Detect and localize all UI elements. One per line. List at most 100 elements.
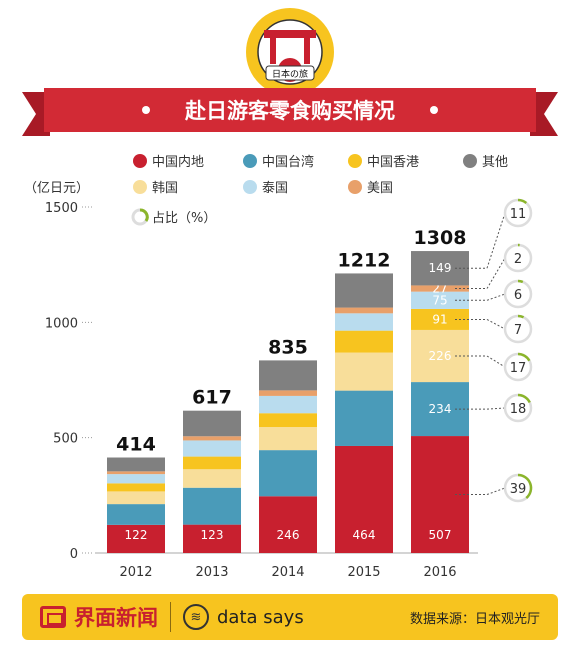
share-value: 2 [514, 252, 522, 267]
bar-segment [259, 390, 317, 396]
title-banner: 赴日游客零食购买情况 [22, 88, 558, 136]
bar-segment [107, 491, 165, 505]
bar-data-label: 507 [429, 528, 452, 542]
y-tick-label: 1500 [45, 201, 78, 216]
bar-segment [259, 413, 317, 428]
bar-total-label: 835 [268, 336, 308, 358]
share-ring-arc [517, 279, 524, 284]
legend-swatch [348, 154, 362, 168]
bar-data-label: 464 [353, 528, 376, 542]
bar-segment [335, 352, 393, 391]
bar-segment [107, 524, 165, 553]
bar-segment [183, 410, 241, 437]
legend-item-label: 其他 [482, 155, 508, 170]
legend-swatch [133, 154, 147, 168]
footer-bar: 界面新闻 ≋ data says 数据来源：日本观光厅 [22, 594, 558, 640]
bar-segment [183, 440, 241, 457]
share-callouts: 11 2 6 7 17 18 39 [455, 198, 533, 503]
bar-segment [335, 390, 393, 446]
brand-name: 界面新闻 [74, 606, 158, 630]
callout-leader [455, 318, 506, 330]
callout-leader [455, 257, 506, 290]
callout-leader [455, 212, 506, 269]
y-tick-label: 0 [70, 547, 78, 562]
legend-item-label: 中国香港 [367, 155, 419, 170]
bar-segment [107, 474, 165, 484]
bar-segment [411, 285, 469, 292]
share-value: 39 [510, 482, 527, 497]
bar-segment [107, 483, 165, 492]
badge-text: 日本の旅 [272, 68, 308, 80]
bar-segment [183, 524, 241, 553]
share-ring-arc [139, 208, 149, 222]
share-value: 18 [510, 402, 527, 417]
y-axis: （亿日元） 0 500 1000 1500 [24, 181, 478, 562]
legend-swatch [243, 154, 257, 168]
share-ring-arc [517, 473, 533, 499]
bar-total-label: 617 [192, 387, 232, 409]
x-tick-label: 2015 [347, 565, 380, 580]
x-tick-label: 2013 [195, 565, 228, 580]
share-value: 11 [510, 207, 527, 222]
bar-data-label: 123 [201, 528, 224, 542]
share-legend-label: 占比（%） [152, 211, 216, 226]
bar-segment [411, 291, 469, 309]
bar-segment [335, 330, 393, 353]
legend-item-label: 韩国 [152, 181, 178, 196]
bar-data-label: 75 [432, 293, 447, 307]
bar-segment [183, 487, 241, 525]
bar-segment [335, 273, 393, 308]
bar-segment [259, 395, 317, 414]
share-value: 17 [510, 361, 527, 376]
bar-segment [183, 469, 241, 488]
legend-item-label: 中国台湾 [262, 154, 314, 170]
bar-data-label: 91 [432, 312, 447, 326]
bar-segment [107, 457, 165, 472]
x-tick-label: 2016 [423, 565, 456, 580]
bar-data-label: 234 [429, 402, 452, 416]
share-ring-arc [517, 393, 531, 404]
share-value: 6 [514, 288, 522, 303]
bar-total-label: 1308 [414, 227, 467, 249]
y-tick-label: 500 [53, 432, 78, 447]
bar-total-label: 414 [116, 434, 156, 456]
bar-segment [335, 307, 393, 314]
bar-segment [259, 427, 317, 451]
legend-swatch [463, 154, 477, 168]
bar-segment [411, 308, 469, 330]
y-axis-label: （亿日元） [24, 181, 89, 196]
bar-segment [259, 450, 317, 497]
bar-data-label: 246 [277, 528, 300, 542]
bar-segment [259, 360, 317, 391]
bar-segment [183, 436, 241, 441]
callout-leader [455, 355, 506, 368]
share-value: 7 [514, 323, 522, 338]
bar-segment [335, 445, 393, 553]
page-title: 赴日游客零食购买情况 [184, 99, 395, 123]
bar-segment [259, 496, 317, 553]
bar-segment [183, 456, 241, 470]
legend-swatch [133, 180, 147, 194]
bar-data-label: 122 [125, 528, 148, 542]
footer-divider [170, 602, 171, 632]
bar-segment [335, 313, 393, 331]
travel-badge: 日本の旅 [246, 8, 334, 96]
callout-leader [455, 293, 506, 301]
callout-leader [455, 407, 506, 410]
x-tick-label: 2012 [119, 565, 152, 580]
share-ring-arc [517, 314, 525, 319]
bar-segment [107, 471, 165, 475]
legend-item-label: 美国 [367, 181, 393, 196]
share-ring-arc [517, 352, 531, 362]
bar-data-label: 226 [429, 349, 452, 363]
datasays-label: data says [217, 606, 304, 628]
legend-item-label: 泰国 [262, 181, 288, 196]
legend-item-label: 中国内地 [152, 154, 204, 170]
share-ring-arc [517, 198, 528, 205]
brand-logo: 界面新闻 [40, 602, 158, 632]
bar-data-label: 149 [429, 261, 452, 275]
legend-swatch [243, 180, 257, 194]
legend-swatch [348, 180, 362, 194]
